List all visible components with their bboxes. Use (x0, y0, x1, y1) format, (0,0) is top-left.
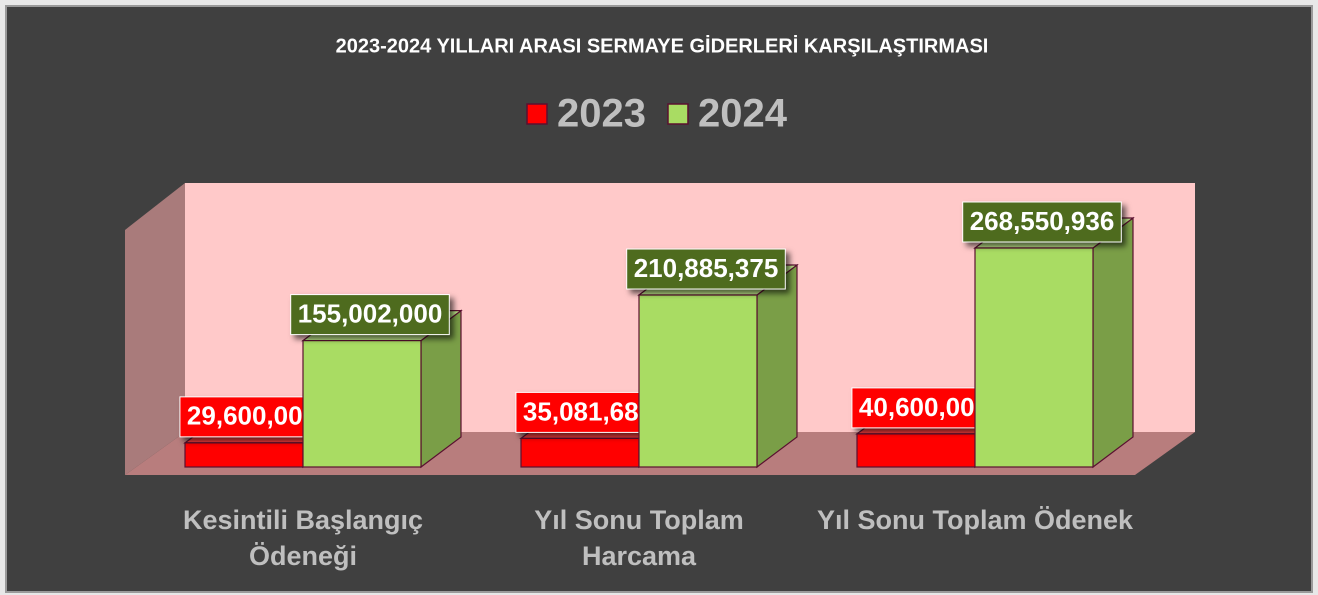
bar-side (1092, 216, 1134, 469)
bar (184, 442, 304, 468)
value-label: 40,600,000 (859, 392, 989, 422)
bar (520, 437, 640, 468)
x-tick-label: Yıl Sonu Toplam Harcama (534, 505, 744, 571)
bar (856, 433, 976, 468)
value-label-box (179, 396, 325, 438)
legend-swatch (667, 103, 689, 125)
x-tick-label: Kesintili Başlangıç Ödeneği (182, 505, 424, 571)
value-label-box (290, 294, 450, 336)
x-tick-label: Yıl Sonu Toplam Ödenek (816, 505, 1134, 535)
bar (302, 339, 422, 468)
value-label: 35,081,685 (523, 396, 653, 426)
legend-label: 2024 (698, 92, 788, 136)
value-label: 268,550,936 (970, 206, 1115, 236)
value-label: 155,002,000 (298, 298, 443, 328)
value-label-box (962, 201, 1122, 243)
legend-swatch (526, 103, 548, 125)
side-wall (125, 183, 185, 475)
legend-label: 2023 (557, 92, 646, 136)
bar-side (756, 263, 798, 469)
value-label: 29,600,000 (187, 401, 317, 431)
chart-title: 2023-2024 YILLARI ARASI SERMAYE GİDERLER… (336, 34, 989, 57)
bar (638, 294, 758, 468)
value-label-box (626, 248, 786, 290)
value-label: 210,885,375 (634, 253, 779, 283)
bar (974, 247, 1094, 468)
value-label-box (851, 387, 997, 429)
